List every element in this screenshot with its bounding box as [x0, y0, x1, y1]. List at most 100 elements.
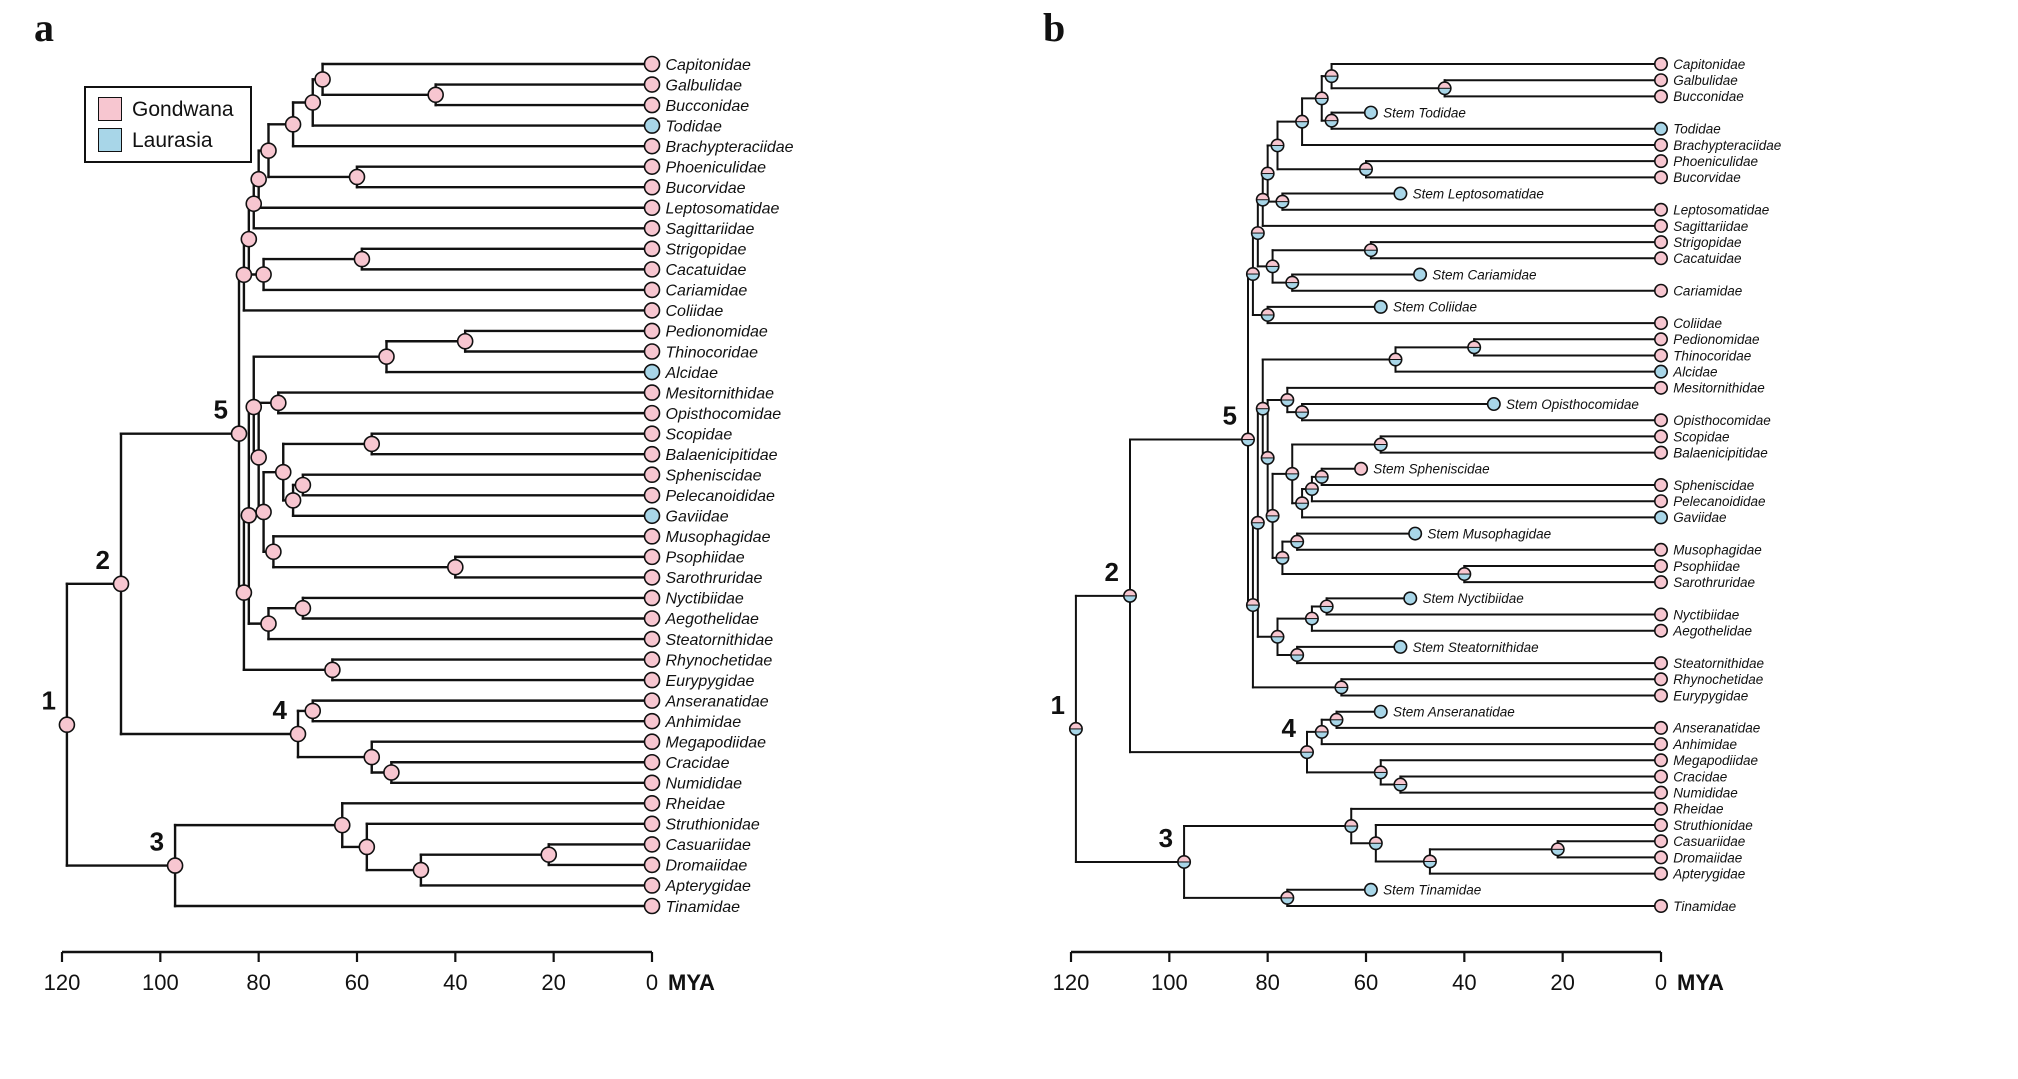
stem-tip-label: Stem Steatornithidae	[1413, 640, 1539, 655]
gondwana-label: Gondwana	[132, 97, 234, 121]
tip-label: Balaenicipitidae	[1673, 445, 1768, 460]
tip-node	[643, 671, 661, 689]
tip-label: Leptosomatidae	[1673, 203, 1769, 218]
internal-node	[1299, 745, 1314, 760]
internal-node	[1329, 712, 1344, 727]
tip-node	[643, 425, 661, 442]
tip-label: Musophagidae	[1673, 543, 1762, 558]
tip-label: Thinocoridae	[666, 344, 759, 361]
tip-node	[643, 76, 661, 93]
tip-node	[1653, 413, 1668, 428]
tip-node	[1653, 558, 1668, 573]
internal-node	[260, 142, 277, 159]
tip-node	[1653, 348, 1668, 363]
internal-node	[1295, 405, 1310, 420]
tip-node	[1653, 283, 1668, 298]
tip-label: Numididae	[666, 776, 743, 793]
tip-node	[643, 774, 661, 792]
tip-node	[1653, 753, 1668, 768]
tip-node	[1653, 218, 1668, 233]
tip-label: Sagittariidae	[1673, 219, 1748, 234]
tip-label: Bucorvidae	[1673, 170, 1741, 185]
tip-label: Sarothruridae	[1673, 575, 1755, 590]
tip-node	[643, 219, 661, 237]
internal-node	[58, 716, 76, 734]
tip-label: Pedionomidae	[666, 324, 768, 341]
internal-node	[1314, 469, 1329, 484]
tip-node	[1653, 785, 1668, 800]
tip-label: Bucconidae	[666, 98, 750, 115]
tip-node	[1653, 656, 1668, 671]
axis-tick-label: 120	[44, 970, 81, 995]
internal-node	[255, 503, 272, 521]
internal-node	[1250, 515, 1265, 530]
tip-node	[643, 610, 661, 627]
stem-tip-label: Stem Nyctibiidae	[1422, 591, 1523, 606]
tip-node	[643, 815, 661, 833]
tip-label: Scopidae	[1673, 429, 1729, 444]
internal-node	[1265, 508, 1280, 523]
tip-label: Gaviidae	[1673, 510, 1726, 525]
tip-label: Aegothelidae	[1672, 624, 1752, 639]
node-number: 1	[41, 686, 55, 716]
stem-tip-label: Stem Opisthocomidae	[1506, 397, 1639, 412]
tip-node	[643, 343, 661, 360]
internal-node	[1304, 482, 1319, 497]
node-number: 3	[150, 827, 164, 857]
internal-node	[333, 816, 351, 834]
tip-label: Phoeniculidae	[1673, 154, 1758, 169]
stem-tip-label: Stem Tinamidae	[1383, 883, 1481, 898]
internal-node	[1363, 243, 1378, 258]
tip-label: Rhynochetidae	[666, 652, 773, 669]
tip-label: Pelecanoididae	[1673, 494, 1765, 509]
tip-label: Steatornithidae	[1673, 656, 1764, 671]
tip-label: Apterygidae	[665, 878, 751, 895]
tip-label: Alcidae	[1672, 365, 1717, 380]
internal-node	[1457, 567, 1472, 582]
tip-node	[1653, 364, 1668, 379]
tip-node	[1653, 688, 1668, 703]
tip-label: Capitonidae	[1673, 57, 1745, 72]
tip-node	[1653, 137, 1668, 152]
internal-node	[240, 507, 258, 524]
tip-node	[1653, 445, 1668, 460]
tip-node	[643, 733, 661, 751]
internal-node	[1068, 721, 1083, 736]
internal-node	[166, 857, 184, 874]
tip-label: Nyctibiidae	[666, 591, 744, 608]
tip-node	[1653, 494, 1668, 509]
tip-label: Pelecanoididae	[666, 488, 776, 505]
internal-node	[1314, 724, 1329, 739]
tip-label: Coliidae	[666, 303, 724, 320]
tip-node	[1653, 121, 1668, 136]
laurasia-label: Laurasia	[132, 128, 213, 152]
axis-tick-label: 20	[541, 970, 565, 995]
tip-label: Rhynochetidae	[1673, 672, 1763, 687]
internal-node	[1270, 629, 1285, 644]
internal-node	[265, 543, 282, 561]
axis-tick-label: 0	[646, 970, 658, 995]
axis-unit-label: MYA	[668, 970, 715, 995]
internal-node	[235, 266, 253, 284]
internal-node	[314, 71, 331, 88]
tip-label: Cariamidae	[1673, 284, 1742, 299]
tip-node	[643, 589, 661, 607]
tip-label: Megapodiidae	[1673, 753, 1758, 768]
internal-node	[1295, 114, 1310, 129]
internal-node	[270, 394, 287, 412]
gondwana-swatch	[98, 97, 122, 121]
internal-node	[250, 449, 267, 466]
internal-node	[1368, 836, 1383, 851]
node-number: 4	[1282, 713, 1297, 743]
tip-node	[1653, 769, 1668, 784]
tip-label: Struthionidae	[1673, 818, 1753, 833]
tip-node	[643, 569, 661, 586]
internal-node	[255, 266, 272, 283]
tip-label: Capitonidae	[666, 57, 752, 74]
internal-node	[1285, 466, 1300, 481]
internal-node	[1437, 81, 1452, 96]
nodes	[58, 55, 661, 915]
tip-label: Rheidae	[666, 796, 726, 813]
